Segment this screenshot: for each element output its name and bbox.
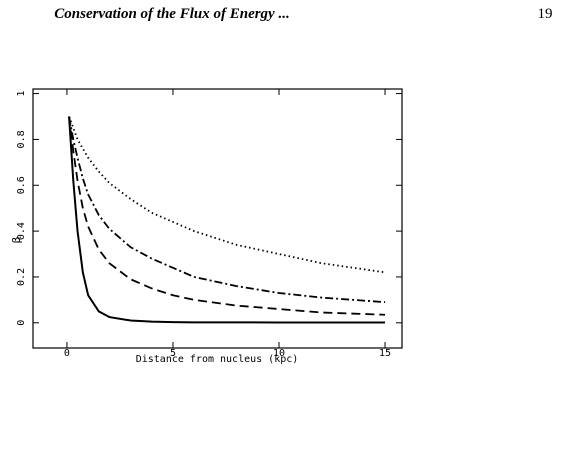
series-line <box>68 116 386 304</box>
x-tick-label: 0 <box>64 348 70 359</box>
x-axis-label: Distance from nucleus (kpc) <box>136 354 299 365</box>
y-tick-label: 0.8 <box>16 130 27 148</box>
running-title: Conservation of the Flux of Energy ... <box>54 6 289 22</box>
y-tick-label: 0.4 <box>16 222 27 240</box>
x-tick-label: 10 <box>273 348 285 359</box>
page-number: 19 <box>538 6 553 22</box>
series-line <box>68 116 386 316</box>
y-tick-label: 1 <box>16 91 27 97</box>
y-tick-label: 0 <box>16 320 27 326</box>
series-line <box>68 116 386 274</box>
plot-frame <box>32 88 403 349</box>
series-line <box>68 116 386 324</box>
x-tick-label: 15 <box>379 348 391 359</box>
y-tick-label: 0.2 <box>16 268 27 286</box>
y-axis-label: β <box>10 236 23 243</box>
x-tick-label: 5 <box>170 348 176 359</box>
y-tick-label: 0.6 <box>16 176 27 194</box>
